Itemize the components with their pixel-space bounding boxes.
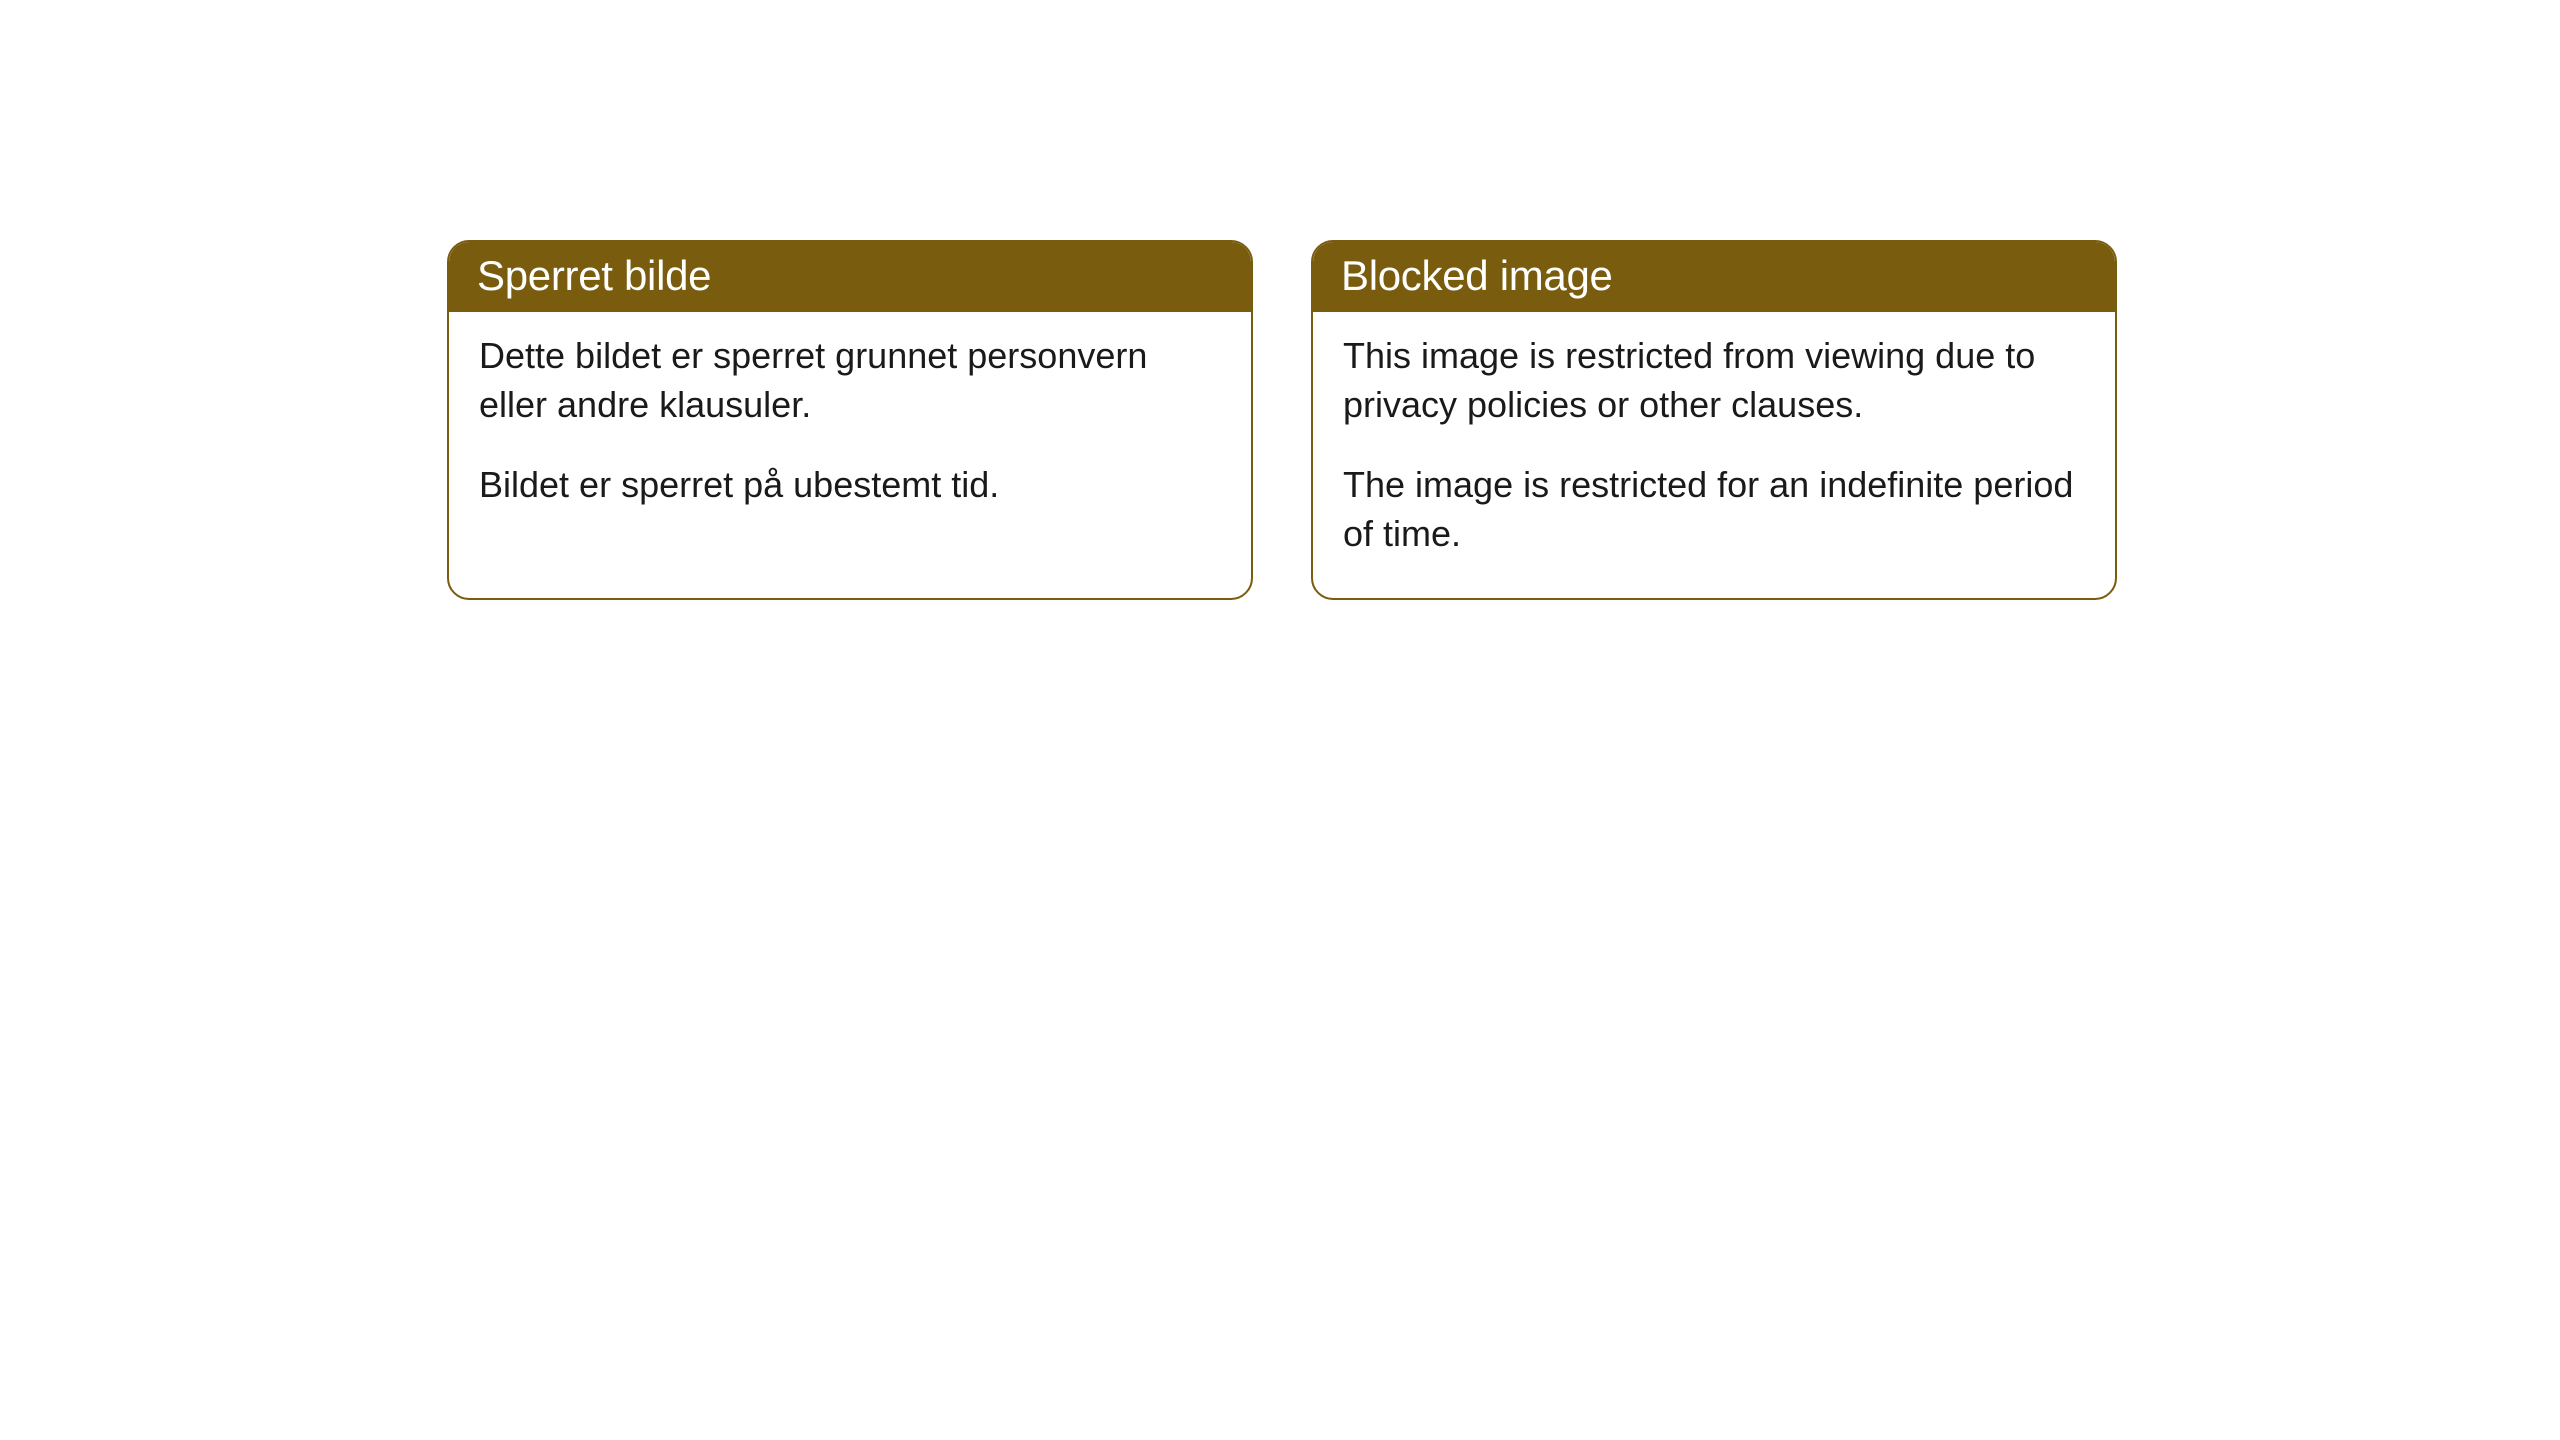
card-body-english: This image is restricted from viewing du…	[1313, 312, 2115, 598]
blocked-image-card-english: Blocked image This image is restricted f…	[1311, 240, 2117, 600]
card-paragraph-norwegian-2: Bildet er sperret på ubestemt tid.	[479, 461, 1221, 510]
card-paragraph-english-2: The image is restricted for an indefinit…	[1343, 461, 2085, 558]
card-paragraph-norwegian-1: Dette bildet er sperret grunnet personve…	[479, 332, 1221, 429]
card-body-norwegian: Dette bildet er sperret grunnet personve…	[449, 312, 1251, 550]
card-title-norwegian: Sperret bilde	[449, 242, 1251, 312]
card-title-english: Blocked image	[1313, 242, 2115, 312]
blocked-image-card-norwegian: Sperret bilde Dette bildet er sperret gr…	[447, 240, 1253, 600]
card-paragraph-english-1: This image is restricted from viewing du…	[1343, 332, 2085, 429]
notice-cards-container: Sperret bilde Dette bildet er sperret gr…	[447, 240, 2117, 600]
